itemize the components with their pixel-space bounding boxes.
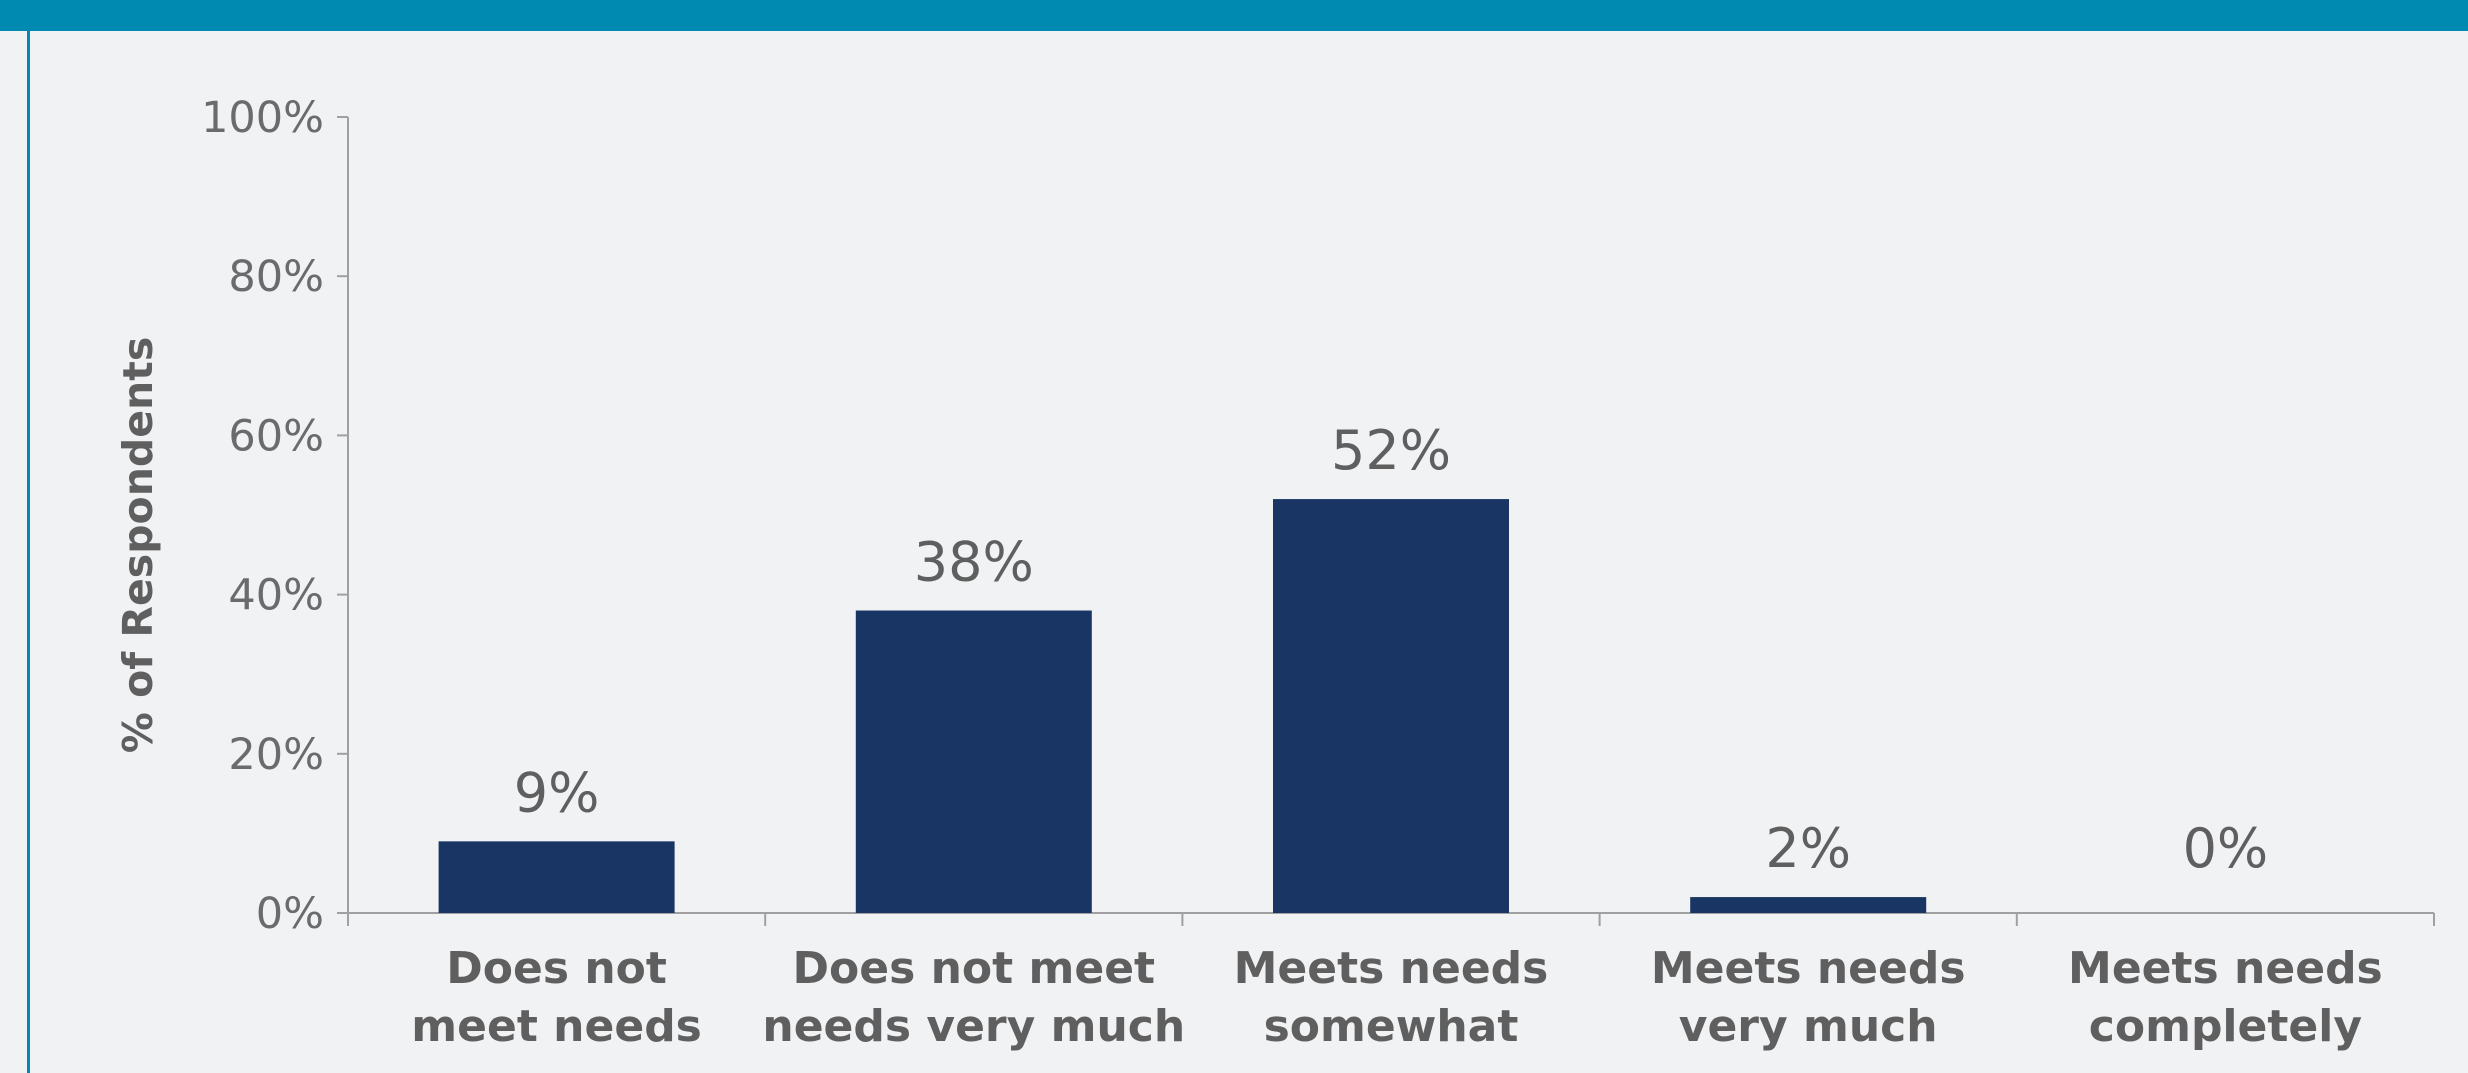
category-label: Meets needs: [1651, 943, 1966, 994]
y-tick-label: 40%: [228, 571, 324, 621]
data-label: 2%: [1765, 817, 1851, 880]
bar: [1690, 897, 1927, 913]
category-label: Does not: [446, 943, 667, 994]
category-label: needs very much: [762, 1001, 1185, 1052]
data-label: 52%: [1331, 419, 1451, 482]
bars: [438, 499, 1927, 913]
category-label: Meets needs: [2068, 943, 2383, 994]
y-tick-label: 60%: [228, 411, 324, 461]
category-label: somewhat: [1264, 1001, 1519, 1052]
y-tick-label: 0%: [256, 889, 324, 939]
category-label: meet needs: [411, 1001, 702, 1052]
data-labels: 9% 38% 52% 2% 0%: [514, 419, 2268, 880]
header-bar: [0, 0, 2468, 31]
category-label: very much: [1679, 1001, 1938, 1052]
bar: [855, 610, 1092, 913]
y-tick-label: 80%: [228, 252, 324, 302]
y-tick-label: 20%: [228, 730, 324, 780]
category-labels: Does not meet needs Does not meet needs ver…: [411, 943, 2382, 1052]
y-axis-title-group: % of Respondents: [114, 337, 162, 753]
bar: [1273, 499, 1509, 913]
y-axis-title: % of Respondents: [114, 337, 162, 753]
data-label: 38%: [914, 531, 1034, 594]
category-label: completely: [2089, 1001, 2362, 1052]
x-axis: [347, 912, 2435, 926]
category-label: Meets needs: [1234, 943, 1549, 994]
category-label: Does not meet: [793, 943, 1156, 994]
y-tick-label: 100%: [201, 93, 324, 143]
left-border-rule: [27, 31, 30, 1073]
data-label: 9%: [514, 761, 600, 824]
data-label: 0%: [2183, 817, 2269, 880]
y-axis: 0% 20% 40% 60% 80% 100%: [201, 93, 349, 939]
bar: [438, 841, 675, 913]
